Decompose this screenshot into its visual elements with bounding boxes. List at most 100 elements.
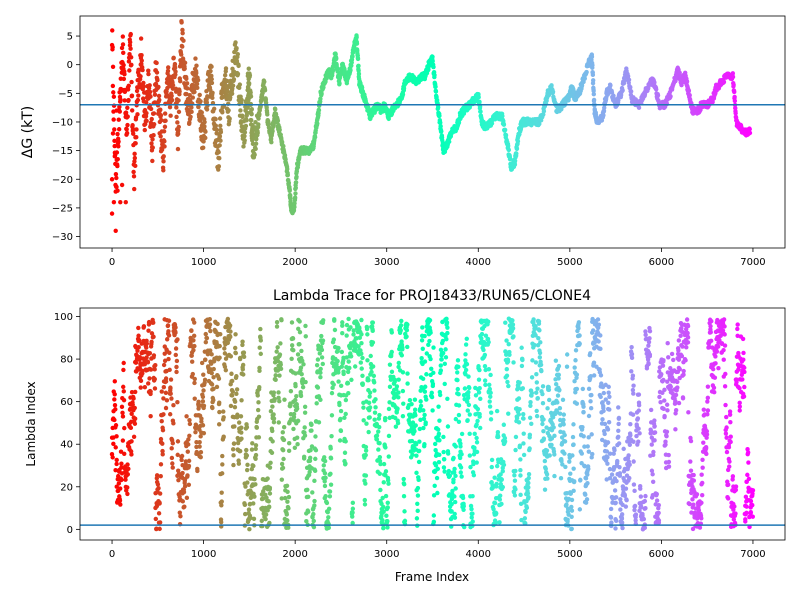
delta-g-point xyxy=(608,83,613,88)
lambda-point xyxy=(412,429,417,434)
lambda-point xyxy=(442,361,448,367)
delta-g-point xyxy=(138,74,143,79)
lambda-point xyxy=(284,512,289,517)
lambda-point xyxy=(233,345,238,351)
lambda-point xyxy=(483,382,488,388)
delta-g-point xyxy=(170,83,176,88)
lambda-point xyxy=(142,385,148,390)
delta-g-point xyxy=(248,94,254,99)
lambda-point xyxy=(156,486,161,491)
delta-g-point xyxy=(140,67,145,73)
delta-g-point xyxy=(426,67,431,72)
lambda-point xyxy=(297,319,302,324)
lambda-point xyxy=(126,466,131,472)
lambda-point xyxy=(487,386,492,392)
delta-g-point xyxy=(116,144,121,149)
lambda-point xyxy=(377,412,382,418)
delta-g-point xyxy=(178,78,183,84)
delta-g-point xyxy=(273,107,278,112)
lambda-point xyxy=(141,324,147,329)
delta-g-point xyxy=(286,180,292,186)
lambda-point xyxy=(553,358,559,363)
delta-g-point xyxy=(506,147,511,153)
lambda-point xyxy=(125,472,130,477)
delta-g-point xyxy=(356,71,362,77)
delta-g-point xyxy=(590,78,596,83)
delta-g-point xyxy=(584,69,589,75)
delta-g-point xyxy=(620,88,625,93)
delta-g-point xyxy=(354,41,360,46)
delta-g-point xyxy=(285,172,291,178)
lambda-point xyxy=(424,372,429,377)
lambda-point xyxy=(299,372,304,377)
lambda-point xyxy=(254,425,260,430)
lambda-point xyxy=(520,386,526,391)
delta-g-point xyxy=(209,76,214,82)
lambda-point xyxy=(315,357,321,362)
lambda-point xyxy=(245,480,250,485)
lambda-point xyxy=(545,406,550,411)
lambda-point xyxy=(175,439,181,444)
lambda-point xyxy=(557,387,562,393)
lambda-point xyxy=(322,458,328,464)
lambda-point xyxy=(495,430,501,435)
lambda-point xyxy=(256,400,261,405)
delta-g-point xyxy=(222,73,228,78)
lambda-point xyxy=(488,372,493,378)
lambda-point xyxy=(295,418,301,424)
delta-g-point xyxy=(132,186,137,192)
delta-g-point xyxy=(179,20,184,25)
lambda-point xyxy=(367,415,372,420)
lambda-point xyxy=(152,367,157,372)
delta-g-point xyxy=(209,64,214,69)
lambda-point xyxy=(132,405,137,411)
lambda-point xyxy=(458,444,463,449)
lambda-point xyxy=(319,347,325,353)
lambda-point xyxy=(138,378,144,384)
lambda-point xyxy=(521,416,526,421)
lambda-point xyxy=(472,431,477,436)
lambda-point xyxy=(383,469,389,474)
delta-g-point xyxy=(655,93,661,98)
lambda-point xyxy=(366,400,372,405)
lambda-point xyxy=(192,343,197,349)
delta-g-point xyxy=(257,111,262,117)
delta-g-point xyxy=(292,201,297,206)
lambda-point xyxy=(113,423,119,428)
delta-g-point xyxy=(115,156,120,162)
lambda-point xyxy=(482,352,488,358)
lambda-point xyxy=(114,434,119,439)
lambda-point xyxy=(271,390,277,395)
lambda-point xyxy=(168,377,174,382)
lambda-point xyxy=(455,386,460,392)
x-tick-label: 1000 xyxy=(191,257,216,268)
lambda-point xyxy=(136,325,141,331)
lambda-point xyxy=(422,442,427,447)
lambda-point xyxy=(314,362,320,368)
lambda-point xyxy=(470,519,475,524)
delta-g-point xyxy=(118,97,123,102)
delta-g-point xyxy=(125,105,130,110)
delta-g-point xyxy=(121,50,126,56)
lambda-point xyxy=(526,480,531,486)
lambda-point xyxy=(320,338,326,343)
lambda-point xyxy=(138,385,143,390)
lambda-point xyxy=(438,368,444,373)
delta-g-point xyxy=(591,97,597,103)
delta-g-point xyxy=(240,114,245,120)
lambda-point xyxy=(270,428,275,434)
lambda-point xyxy=(399,353,405,358)
lambda-point xyxy=(291,411,297,417)
lambda-point xyxy=(419,356,424,361)
lambda-point xyxy=(452,515,458,520)
delta-g-point xyxy=(549,83,554,88)
delta-g-point xyxy=(185,86,190,91)
lambda-point xyxy=(151,353,157,358)
lambda-point xyxy=(133,389,138,395)
lambda-point xyxy=(517,380,522,385)
lambda-point xyxy=(161,412,166,417)
lambda-point xyxy=(534,371,539,377)
lambda-point xyxy=(400,413,406,419)
lambda-point xyxy=(456,403,462,408)
lambda-point xyxy=(386,433,392,439)
